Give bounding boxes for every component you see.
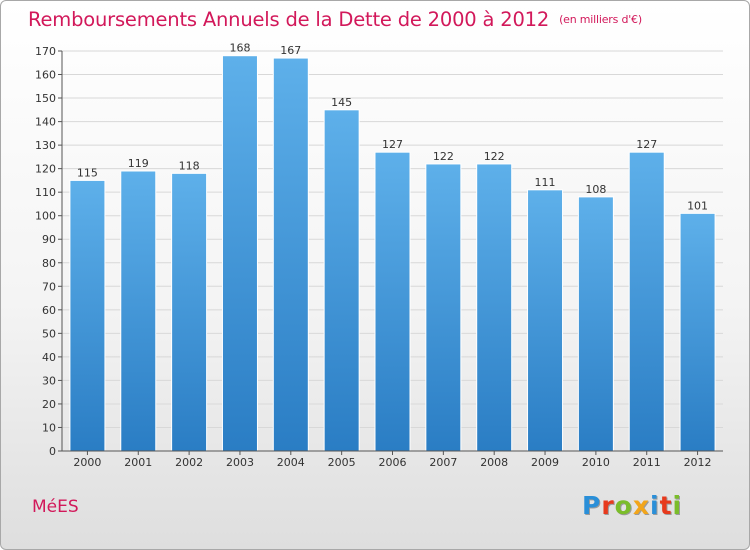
y-tick-label: 170	[35, 45, 56, 58]
data-label: 101	[687, 199, 708, 212]
bar	[527, 189, 564, 452]
x-tick-label: 2000	[73, 456, 101, 469]
bar	[272, 57, 309, 452]
y-tick-label: 0	[49, 445, 56, 458]
data-label: 167	[280, 44, 301, 57]
bar	[120, 170, 157, 452]
y-tick-label: 40	[42, 351, 56, 364]
bar	[171, 172, 208, 452]
y-tick-label: 150	[35, 92, 56, 105]
logo-letter: r	[601, 491, 615, 520]
bar	[577, 196, 614, 452]
bar	[476, 163, 513, 452]
x-tick-label: 2010	[582, 456, 610, 469]
y-tick-label: 50	[42, 327, 56, 340]
data-label: 122	[484, 150, 505, 163]
bar	[69, 179, 106, 452]
logo-letter: x	[632, 491, 650, 520]
data-label: 127	[382, 138, 403, 151]
bar	[425, 163, 462, 452]
bar	[374, 151, 411, 452]
y-tick-label: 130	[35, 139, 56, 152]
proxiti-logo: Proxiti	[582, 491, 682, 520]
y-tick-label: 160	[35, 69, 56, 82]
x-tick-label: 2009	[531, 456, 559, 469]
logo-letter: o	[614, 491, 633, 520]
data-label: 122	[433, 150, 454, 163]
x-tick-label: 2006	[379, 456, 407, 469]
commune-name: MéES	[32, 497, 79, 517]
y-tick-label: 70	[42, 280, 56, 293]
logo-letter: P	[582, 491, 602, 520]
data-label: 119	[128, 157, 149, 170]
y-tick-label: 100	[35, 210, 56, 223]
y-tick-label: 80	[42, 257, 56, 270]
x-tick-label: 2008	[480, 456, 508, 469]
data-label: 108	[585, 183, 606, 196]
logo-letter: i	[650, 491, 660, 520]
bar	[679, 212, 716, 452]
y-tick-label: 10	[42, 421, 56, 434]
y-tick-label: 20	[42, 398, 56, 411]
y-tick-label: 120	[35, 163, 56, 176]
y-tick-label: 90	[42, 233, 56, 246]
y-tick-label: 110	[35, 186, 56, 199]
data-label: 127	[636, 138, 657, 151]
data-label: 115	[77, 166, 98, 179]
x-tick-label: 2005	[328, 456, 356, 469]
x-tick-label: 2011	[633, 456, 661, 469]
x-tick-label: 2002	[175, 456, 203, 469]
logo-letter: t	[659, 491, 673, 520]
bar	[323, 109, 360, 452]
x-tick-label: 2003	[226, 456, 254, 469]
data-label: 145	[331, 96, 352, 109]
chart-title-unit: (en milliers d'€)	[559, 13, 642, 26]
y-tick-label: 60	[42, 304, 56, 317]
x-tick-label: 2012	[684, 456, 712, 469]
data-label: 168	[229, 42, 250, 55]
x-tick-label: 2004	[277, 456, 305, 469]
bar	[628, 151, 665, 452]
data-label: 118	[179, 159, 200, 172]
y-tick-label: 140	[35, 116, 56, 129]
chart-title-main: Remboursements Annuels de la Dette de 20…	[28, 8, 550, 31]
data-label: 111	[535, 176, 556, 189]
logo-letter: i	[672, 491, 683, 520]
chart-title: Remboursements Annuels de la Dette de 20…	[28, 8, 642, 31]
x-tick-label: 2007	[429, 456, 457, 469]
bar	[221, 55, 258, 452]
x-tick-label: 2001	[124, 456, 152, 469]
y-tick-label: 30	[42, 374, 56, 387]
